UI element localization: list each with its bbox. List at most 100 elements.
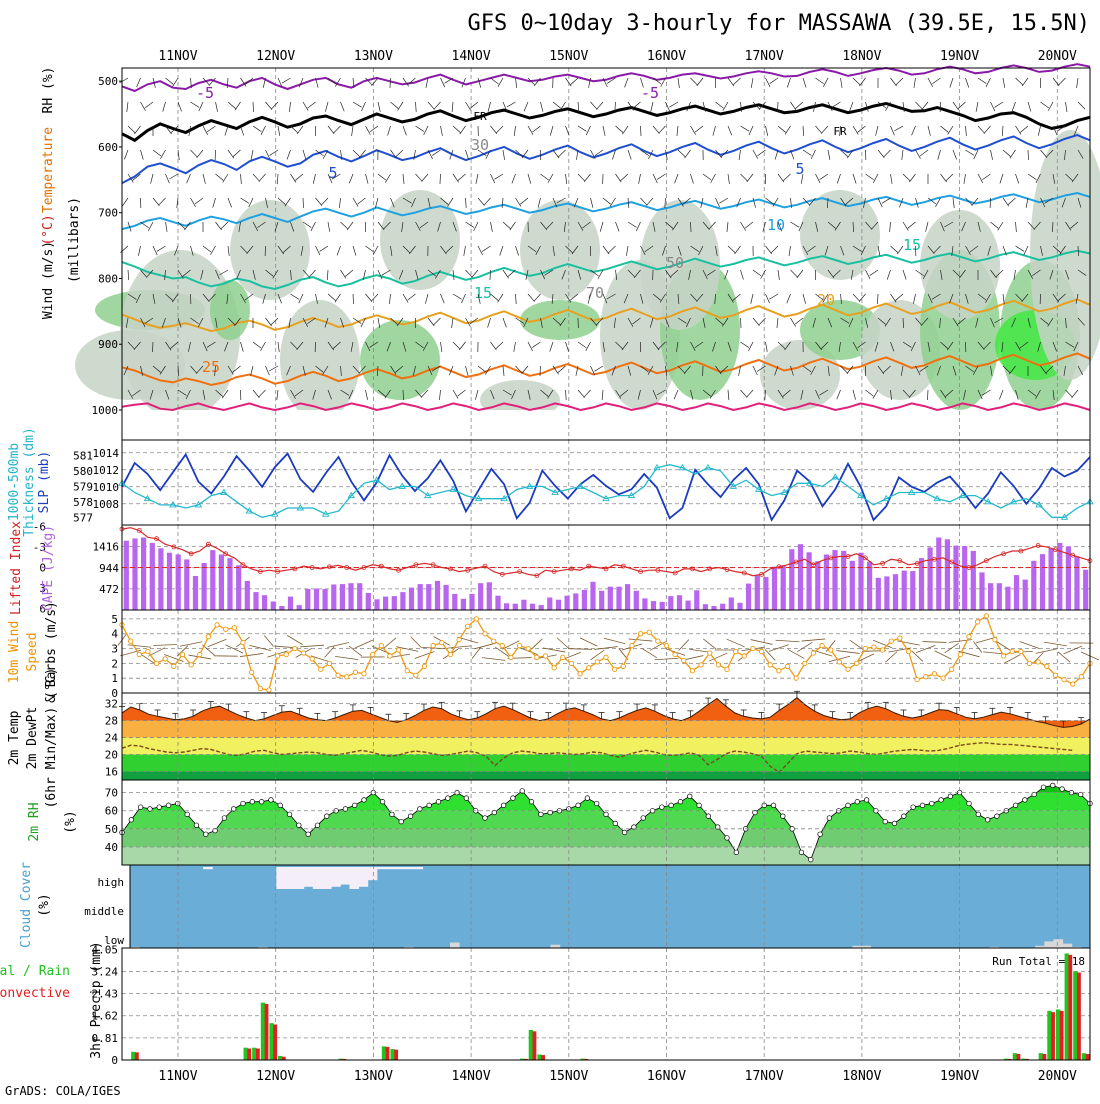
wind-barb	[1066, 102, 1067, 112]
wind-barb	[999, 390, 1003, 399]
rh-point	[297, 823, 302, 828]
wind-barb	[741, 126, 750, 131]
wind-barb	[741, 174, 748, 181]
wind-barb	[828, 150, 830, 160]
panel-label: Total / Rain	[0, 964, 70, 979]
convective-precip-bar	[1051, 1012, 1055, 1060]
wind-barb	[375, 198, 378, 208]
wind-barb	[603, 246, 609, 254]
bottom-date-label: 20NOV	[1038, 1069, 1077, 1084]
rh-point	[883, 819, 888, 824]
total-precip-bar	[1056, 1009, 1060, 1060]
cape-bar	[504, 603, 509, 610]
wind-barb	[584, 390, 591, 397]
wind-barb	[600, 222, 603, 232]
contour-label: 5	[795, 160, 804, 178]
wind-barb	[685, 150, 691, 158]
panel-label: Cloud Cover	[19, 862, 34, 948]
cape-bar	[979, 572, 984, 610]
wind-barb	[853, 390, 856, 400]
rh-point	[641, 816, 646, 821]
contour-label: 20	[817, 291, 835, 309]
wind-barb	[1010, 150, 1016, 158]
wind-barb	[516, 78, 517, 88]
cape-bar	[789, 549, 794, 610]
contour-label: -5	[641, 84, 659, 102]
wind-barb	[887, 270, 890, 279]
wind-barb	[341, 222, 348, 229]
wind-barb	[1038, 126, 1040, 136]
wind-barb	[235, 102, 241, 110]
wind-barb	[571, 78, 578, 85]
cape-bar	[608, 587, 613, 610]
wind-barb	[180, 642, 202, 646]
wind-barb	[727, 639, 745, 647]
wind-speed-point	[327, 661, 331, 665]
wind-barb	[261, 342, 266, 351]
wind-barb	[157, 246, 165, 251]
wind-barb	[1003, 150, 1011, 157]
wind-barb	[327, 642, 349, 647]
wind-barb	[616, 222, 620, 231]
temp-band	[122, 772, 1090, 780]
cloud-level-label: middle	[84, 905, 124, 918]
wind-barb	[528, 126, 533, 135]
wind-barb	[695, 126, 703, 132]
cape-bar	[418, 584, 423, 610]
wind-barb	[416, 174, 423, 181]
rh-point	[939, 798, 944, 803]
temp-tick: 16	[105, 766, 118, 779]
wind-barb	[777, 318, 778, 328]
wind-barb	[491, 126, 497, 134]
wind-barb	[586, 126, 590, 135]
wind-barb	[166, 222, 168, 232]
wind-barb	[478, 198, 485, 206]
wind-barb	[228, 198, 232, 207]
wind-barb	[769, 645, 789, 652]
wind-barb	[766, 246, 772, 254]
temp-tick: 32	[105, 698, 118, 711]
wind-barb	[548, 174, 553, 183]
wind-barb	[745, 222, 753, 228]
total-precip-bar	[269, 1023, 273, 1060]
wind-barb	[841, 78, 843, 88]
wind-barb	[295, 174, 303, 180]
cape-bar	[495, 596, 500, 610]
wind-barb	[953, 198, 954, 208]
wind-barb	[1016, 222, 1017, 232]
wind-barb	[778, 174, 784, 182]
panel-label: Convective	[0, 986, 70, 1001]
wind-barb	[935, 651, 952, 659]
cape-bar	[348, 583, 353, 610]
cape-bar	[366, 593, 371, 610]
wind-barb	[191, 102, 199, 107]
wind-barb	[466, 102, 471, 110]
convective-precip-bar	[1017, 1054, 1021, 1060]
wind-barb	[466, 366, 469, 376]
wind-speed-point	[440, 640, 444, 644]
wind-barb	[1016, 246, 1024, 251]
wind-barb	[878, 150, 884, 158]
wind-barb	[927, 390, 928, 400]
wind-barb	[766, 342, 768, 352]
wind-barb	[352, 126, 353, 136]
wind-barb	[333, 126, 340, 133]
rh-point	[771, 803, 776, 808]
wind-barb	[711, 174, 716, 183]
wind-barb	[228, 102, 236, 109]
wind-barb	[853, 174, 856, 184]
run-total-label: Run Total = 18	[992, 955, 1085, 968]
wind-barb	[233, 150, 240, 157]
wind-barb	[1041, 150, 1047, 158]
rh-point	[1023, 798, 1028, 803]
wind-barb	[203, 246, 211, 252]
wind-speed-point	[474, 617, 478, 621]
wind-speed-point	[137, 652, 141, 656]
wind-barb	[1064, 646, 1082, 654]
wind-barb	[287, 635, 302, 644]
wind-barb	[719, 198, 728, 203]
wind-barb	[976, 102, 978, 112]
rh-shade	[920, 210, 1000, 320]
wind-barb	[787, 294, 791, 303]
wind-barb	[153, 150, 161, 156]
